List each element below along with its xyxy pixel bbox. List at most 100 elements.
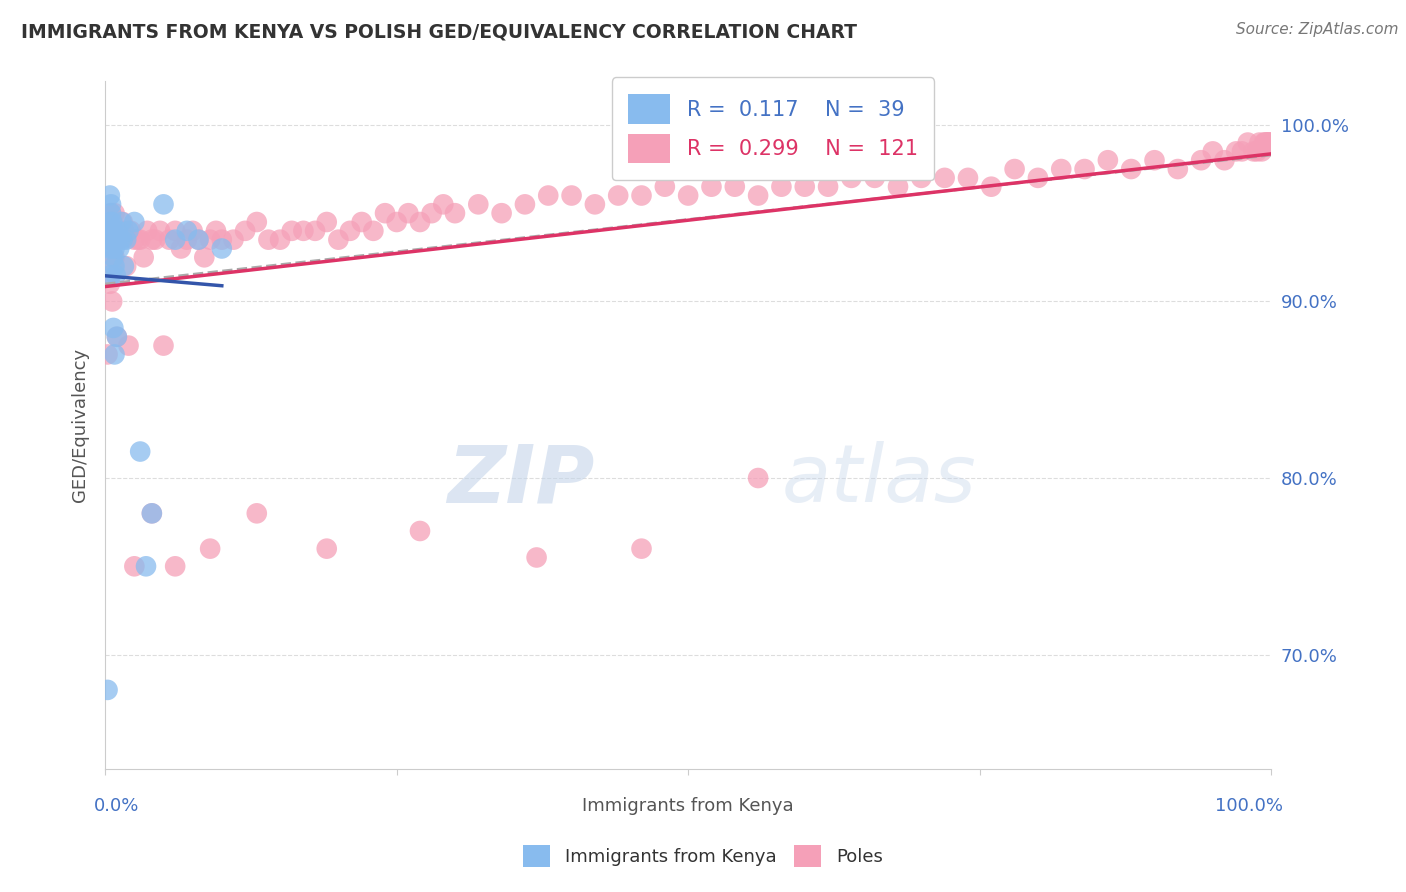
Point bbox=[211, 242, 233, 256]
Point bbox=[630, 541, 652, 556]
Point bbox=[1050, 162, 1073, 177]
Point bbox=[409, 215, 432, 229]
Point bbox=[1254, 136, 1277, 150]
Point bbox=[1257, 136, 1279, 150]
Point bbox=[104, 268, 127, 282]
Point bbox=[124, 215, 146, 229]
Point bbox=[1167, 162, 1189, 177]
Text: 0.0%: 0.0% bbox=[94, 797, 139, 814]
Point bbox=[409, 524, 432, 538]
Point bbox=[339, 224, 361, 238]
Point bbox=[817, 179, 839, 194]
Point bbox=[315, 215, 337, 229]
Point bbox=[170, 242, 193, 256]
Point bbox=[222, 233, 245, 247]
Point bbox=[1202, 145, 1225, 159]
Point bbox=[181, 224, 204, 238]
Point bbox=[111, 215, 134, 229]
Point bbox=[491, 206, 513, 220]
Point bbox=[1143, 153, 1166, 168]
Point bbox=[105, 330, 128, 344]
Point bbox=[100, 197, 122, 211]
Point bbox=[115, 259, 138, 273]
Point bbox=[513, 197, 536, 211]
Point bbox=[103, 347, 125, 361]
Point bbox=[100, 233, 122, 247]
Point bbox=[100, 206, 122, 220]
Point bbox=[110, 233, 132, 247]
Point bbox=[187, 233, 209, 247]
Point bbox=[187, 233, 209, 247]
Point bbox=[101, 224, 124, 238]
Point bbox=[129, 233, 152, 247]
Point bbox=[115, 233, 138, 247]
Point bbox=[107, 224, 129, 238]
Point bbox=[100, 268, 122, 282]
Point bbox=[1026, 170, 1049, 185]
Point bbox=[149, 224, 172, 238]
Point bbox=[100, 233, 122, 247]
Point bbox=[136, 224, 159, 238]
Point bbox=[304, 224, 326, 238]
Point bbox=[724, 179, 747, 194]
Point bbox=[257, 233, 280, 247]
Point bbox=[396, 206, 419, 220]
Point bbox=[112, 224, 135, 238]
Point bbox=[1256, 136, 1278, 150]
Point bbox=[97, 242, 120, 256]
Point bbox=[103, 259, 125, 273]
Point bbox=[108, 242, 131, 256]
Point bbox=[112, 259, 135, 273]
Point bbox=[1004, 162, 1026, 177]
Point bbox=[934, 170, 956, 185]
Point bbox=[1230, 145, 1253, 159]
Point bbox=[1243, 145, 1265, 159]
Point bbox=[444, 206, 467, 220]
Point bbox=[793, 179, 815, 194]
Point bbox=[1097, 153, 1119, 168]
Point bbox=[233, 224, 256, 238]
Point bbox=[1225, 145, 1247, 159]
Point bbox=[467, 197, 489, 211]
Point bbox=[124, 559, 146, 574]
Point bbox=[205, 224, 228, 238]
Point bbox=[747, 471, 769, 485]
Point bbox=[583, 197, 606, 211]
Point bbox=[141, 233, 163, 247]
Point bbox=[103, 321, 125, 335]
Point bbox=[193, 250, 215, 264]
Point bbox=[676, 188, 699, 202]
Point bbox=[887, 179, 910, 194]
Text: Source: ZipAtlas.com: Source: ZipAtlas.com bbox=[1236, 22, 1399, 37]
Point bbox=[176, 224, 198, 238]
Point bbox=[103, 250, 125, 264]
Point bbox=[350, 215, 373, 229]
Point bbox=[135, 559, 157, 574]
Legend: R =  0.117    N =  39, R =  0.299    N =  121: R = 0.117 N = 39, R = 0.299 N = 121 bbox=[612, 78, 934, 180]
Point bbox=[108, 233, 131, 247]
Point bbox=[117, 338, 139, 352]
Point bbox=[97, 224, 120, 238]
Point bbox=[97, 233, 120, 247]
Legend: Immigrants from Kenya, Poles: Immigrants from Kenya, Poles bbox=[516, 838, 890, 874]
Point bbox=[385, 215, 408, 229]
Point bbox=[103, 224, 125, 238]
Point bbox=[211, 233, 233, 247]
Point bbox=[561, 188, 583, 202]
Point bbox=[127, 233, 149, 247]
Point bbox=[98, 188, 121, 202]
Point bbox=[1246, 145, 1268, 159]
Point bbox=[246, 215, 269, 229]
Point bbox=[107, 224, 129, 238]
Point bbox=[101, 215, 124, 229]
Point bbox=[103, 250, 125, 264]
Point bbox=[630, 188, 652, 202]
Y-axis label: GED/Equivalency: GED/Equivalency bbox=[72, 348, 89, 502]
Point bbox=[841, 170, 863, 185]
Point bbox=[98, 215, 121, 229]
Point bbox=[96, 347, 118, 361]
Text: 100.0%: 100.0% bbox=[1215, 797, 1282, 814]
Point bbox=[654, 179, 676, 194]
Point bbox=[101, 233, 124, 247]
Point bbox=[101, 224, 124, 238]
